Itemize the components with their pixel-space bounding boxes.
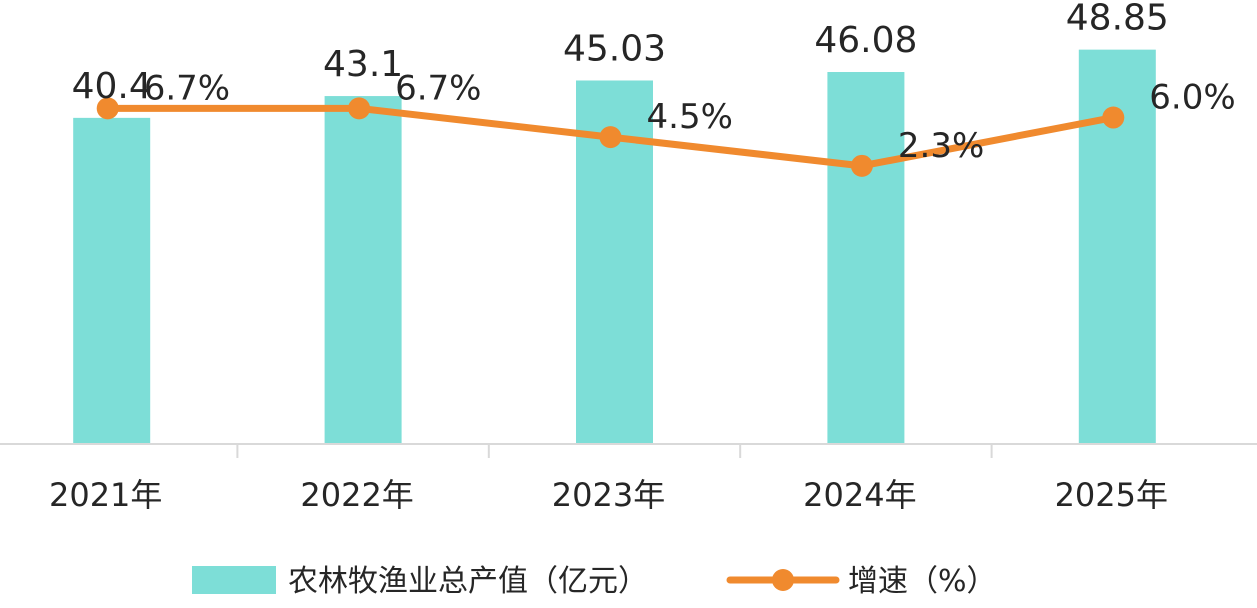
growth-marker [96,97,119,120]
bar-value-label: 45.03 [563,28,666,69]
bar-value-label: 40.4 [72,66,152,107]
bar [827,72,905,444]
growth-marker [348,97,371,120]
x-axis [0,443,1257,458]
rate-value-label: 2.3% [898,126,984,166]
rate-value-labels: 6.7% 6.7% 4.5% 2.3% 6.0% [144,68,1236,165]
x-tick-label: 2023年 [552,476,665,514]
x-tick-label: 2025年 [1055,476,1168,514]
growth-marker [850,154,873,177]
legend-bar-swatch [192,566,276,594]
growth-marker [599,126,622,149]
rate-value-label: 6.0% [1149,78,1235,118]
x-tick-label: 2024年 [803,476,916,514]
x-tick-labels: 2021年 2022年 2023年 2024年 2025年 [49,476,1168,514]
growth-marker [1102,106,1125,129]
bar-value-label: 46.08 [814,20,917,61]
rate-value-label: 4.5% [647,97,733,137]
legend-line-label: 增速（%） [848,564,997,599]
x-tick-label: 2021年 [49,476,162,514]
bar-value-labels: 40.4 43.1 45.03 46.08 48.85 [72,0,1169,107]
bar [73,117,151,444]
legend-bar-label: 农林牧渔业总产值（亿元） [288,564,648,599]
line-series-growth-rate [96,97,1125,177]
bar-series-output-value [73,49,1156,444]
bar-value-label: 43.1 [323,44,403,85]
legend: 农林牧渔业总产值（亿元） 增速（%） [192,564,997,599]
rate-value-label: 6.7% [395,68,481,108]
bar-value-label: 48.85 [1066,0,1169,39]
legend-line-marker [772,569,794,591]
rate-value-label: 6.7% [144,68,230,108]
bar [324,96,402,444]
x-tick-label: 2022年 [300,476,413,514]
